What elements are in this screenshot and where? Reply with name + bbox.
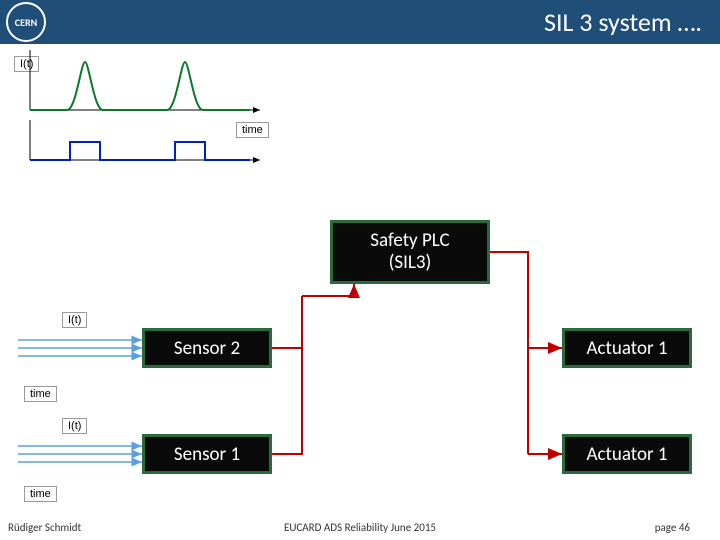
top-chart-y-label: I(t) (14, 56, 39, 72)
actuator-1b-node: Actuator 1 (562, 434, 692, 474)
footer-page: page 46 (655, 521, 690, 534)
safety-plc-node: Safety PLC(SIL3) (330, 220, 490, 284)
logo-text: CERN (15, 16, 37, 29)
sensor2-y-label: I(t) (62, 312, 87, 328)
sensor2-x-label: time (24, 386, 57, 402)
cern-logo: CERN (6, 2, 46, 42)
sensor-2-node: Sensor 2 (142, 328, 272, 368)
page-title: SIL 3 system …. (544, 6, 702, 38)
top-chart (0, 50, 310, 190)
footer-event: EUCARD ADS Reliability June 2015 (284, 521, 436, 534)
footer-author: Rüdiger Schmidt (8, 521, 81, 534)
actuator-1a-node: Actuator 1 (562, 328, 692, 368)
top-chart-x-label: time (236, 122, 269, 138)
sensor1-y-label: I(t) (62, 418, 87, 434)
sensor1-x-label: time (24, 486, 57, 502)
sensor-1-node: Sensor 1 (142, 434, 272, 474)
